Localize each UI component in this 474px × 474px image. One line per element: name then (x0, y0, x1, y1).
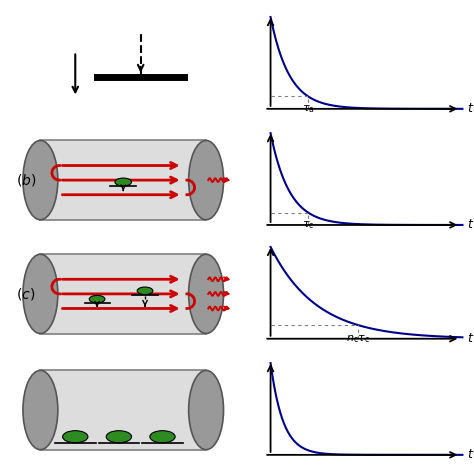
Circle shape (137, 287, 153, 294)
Circle shape (115, 178, 131, 186)
Bar (40, 254, 206, 334)
Ellipse shape (189, 140, 224, 220)
Text: $\tau_{\rm a}$: $\tau_{\rm a}$ (301, 103, 315, 115)
Bar (40, 370, 206, 450)
Text: $\tau_{\rm c}$: $\tau_{\rm c}$ (302, 219, 314, 231)
Circle shape (150, 431, 175, 443)
Text: $t$: $t$ (466, 219, 474, 231)
Text: $n_{\rm c}\tau_{\rm c}$: $n_{\rm c}\tau_{\rm c}$ (346, 333, 370, 345)
Circle shape (63, 431, 88, 443)
Ellipse shape (23, 140, 58, 220)
Ellipse shape (23, 370, 58, 450)
Ellipse shape (23, 254, 58, 334)
Text: $t$: $t$ (466, 102, 474, 115)
Circle shape (106, 431, 131, 443)
Text: $(b)$: $(b)$ (17, 172, 37, 188)
Text: $t$: $t$ (466, 332, 474, 345)
Ellipse shape (189, 254, 224, 334)
Text: $t$: $t$ (466, 448, 474, 461)
Bar (40, 140, 206, 220)
Circle shape (89, 295, 105, 303)
Text: $(c)$: $(c)$ (17, 286, 36, 302)
Ellipse shape (189, 370, 224, 450)
